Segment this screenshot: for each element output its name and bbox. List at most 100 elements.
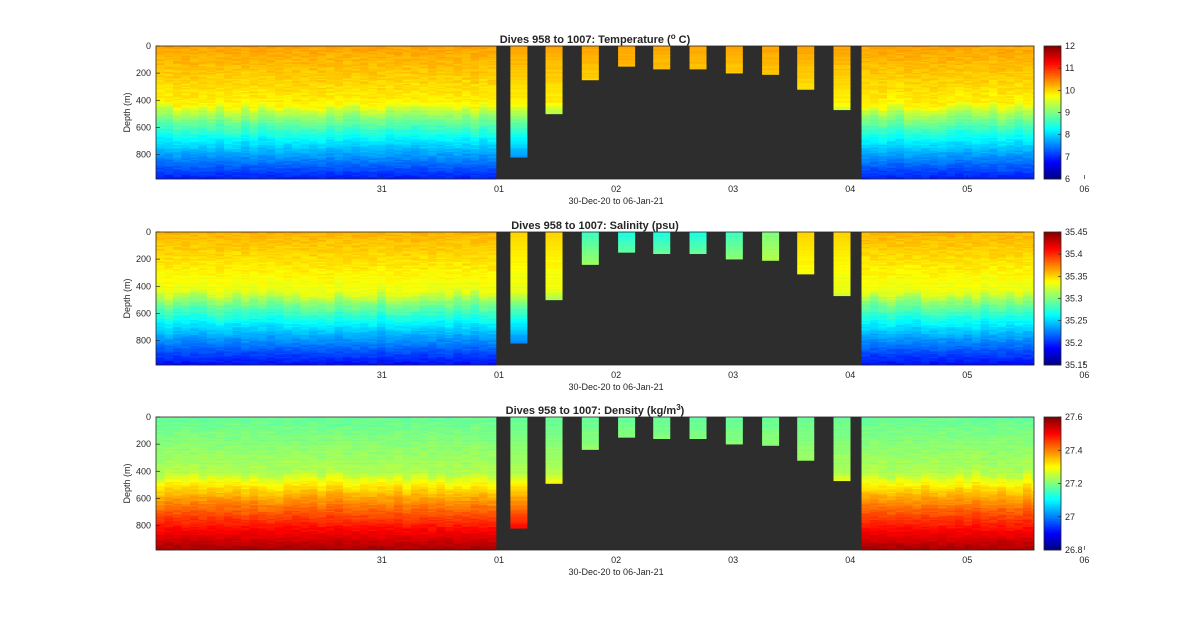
heatmap-cell: [411, 160, 420, 162]
heatmap-cell: [462, 164, 471, 166]
heatmap-cell: [368, 131, 378, 134]
heatmap-cell: [402, 54, 412, 56]
heatmap-cell: [164, 104, 174, 107]
heatmap-cell: [215, 131, 225, 134]
heatmap-cell: [249, 60, 259, 63]
heatmap-cell: [156, 90, 165, 93]
heatmap-cell: [275, 115, 284, 117]
heatmap-cell: [266, 60, 276, 63]
heatmap-cell: [190, 69, 199, 71]
heatmap-cell: [343, 100, 352, 102]
heatmap-cell: [861, 55, 871, 58]
heatmap-cell: [385, 62, 395, 64]
heatmap-cell: [241, 69, 250, 71]
heatmap-cell: [377, 70, 386, 73]
heatmap-cell: [487, 128, 497, 131]
heatmap-cell: [190, 128, 199, 131]
heatmap-cell: [326, 161, 335, 164]
heatmap-cell: [385, 127, 395, 130]
heatmap-cell: [156, 109, 165, 112]
heatmap-cell: [861, 63, 871, 66]
heatmap-cell: [309, 82, 318, 85]
heatmap-cell: [224, 136, 233, 139]
heatmap-cell: [224, 147, 233, 150]
heatmap-cell: [249, 101, 259, 104]
heatmap-cell: [283, 109, 293, 112]
heatmap-cell: [487, 90, 497, 93]
heatmap-cell: [462, 52, 471, 55]
heatmap-cell: [249, 160, 259, 162]
heatmap-cell: [300, 136, 310, 139]
heatmap-cell: [411, 74, 420, 77]
heatmap-cell: [215, 161, 225, 164]
heatmap-cell: [275, 94, 284, 97]
heatmap-cell: [181, 134, 191, 136]
heatmap-cell: [479, 172, 488, 174]
heatmap-cell: [317, 54, 327, 56]
heatmap-cell: [394, 52, 403, 55]
heatmap-cell: [487, 66, 497, 69]
heatmap-cell: [343, 69, 352, 71]
heatmap-cell: [462, 82, 471, 85]
heatmap-cell: [275, 126, 284, 128]
heatmap-cell: [445, 143, 454, 146]
heatmap-cell: [419, 70, 429, 73]
heatmap-cell: [487, 67, 497, 70]
heatmap-cell: [351, 173, 361, 176]
heatmap-cell: [326, 131, 335, 134]
heatmap-cell: [300, 69, 310, 71]
heatmap-cell: [334, 155, 344, 158]
heatmap-cell: [181, 51, 191, 54]
heatmap-cell: [232, 60, 242, 63]
heatmap-cell: [368, 63, 378, 66]
heatmap-cell: [334, 84, 344, 86]
heatmap-cell: [343, 47, 352, 50]
heatmap-cell: [368, 48, 378, 51]
heatmap-cell: [198, 128, 208, 131]
heatmap-cell: [173, 94, 182, 97]
heatmap-cell: [428, 97, 437, 100]
heatmap-cell: [309, 155, 318, 158]
heatmap-cell: [487, 79, 497, 82]
heatmap-cell: [368, 158, 378, 161]
heatmap-cell: [445, 176, 454, 178]
heatmap-cell: [156, 149, 165, 151]
heatmap-cell: [479, 131, 488, 134]
heatmap-cell: [300, 158, 310, 161]
heatmap-cell: [190, 93, 199, 96]
heatmap-cell: [190, 105, 199, 108]
heatmap-cell: [462, 74, 471, 77]
heatmap-cell: [351, 108, 361, 111]
heatmap-cell: [266, 85, 276, 88]
heatmap-cell: [411, 165, 420, 168]
heatmap-cell: [351, 119, 361, 121]
heatmap-cell: [462, 166, 471, 169]
heatmap-cell: [368, 153, 378, 155]
heatmap-cell: [156, 120, 165, 123]
heatmap-cell: [360, 81, 369, 83]
heatmap-cell: [360, 67, 369, 70]
heatmap-cell: [870, 130, 879, 132]
heatmap-cell: [241, 63, 250, 66]
heatmap-cell: [317, 116, 327, 119]
heatmap-cell: [462, 73, 471, 75]
heatmap-cell: [368, 67, 378, 70]
heatmap-cell: [326, 51, 335, 54]
heatmap-cell: [275, 176, 284, 178]
heatmap-cell: [241, 93, 250, 96]
heatmap-cell: [861, 158, 871, 161]
heatmap-cell: [309, 104, 318, 107]
heatmap-cell: [470, 130, 480, 132]
heatmap-cell: [317, 123, 327, 126]
heatmap-cell: [241, 149, 250, 151]
heatmap-cell: [394, 151, 403, 154]
heatmap-cell: [351, 115, 361, 117]
heatmap-cell: [164, 168, 174, 170]
heatmap-cell: [402, 138, 412, 140]
heatmap-cell: [360, 142, 369, 145]
heatmap-cell: [292, 113, 301, 116]
heatmap-cell: [861, 69, 871, 71]
heatmap-cell: [249, 92, 259, 94]
heatmap-cell: [309, 101, 318, 104]
heatmap-cell: [411, 117, 420, 120]
